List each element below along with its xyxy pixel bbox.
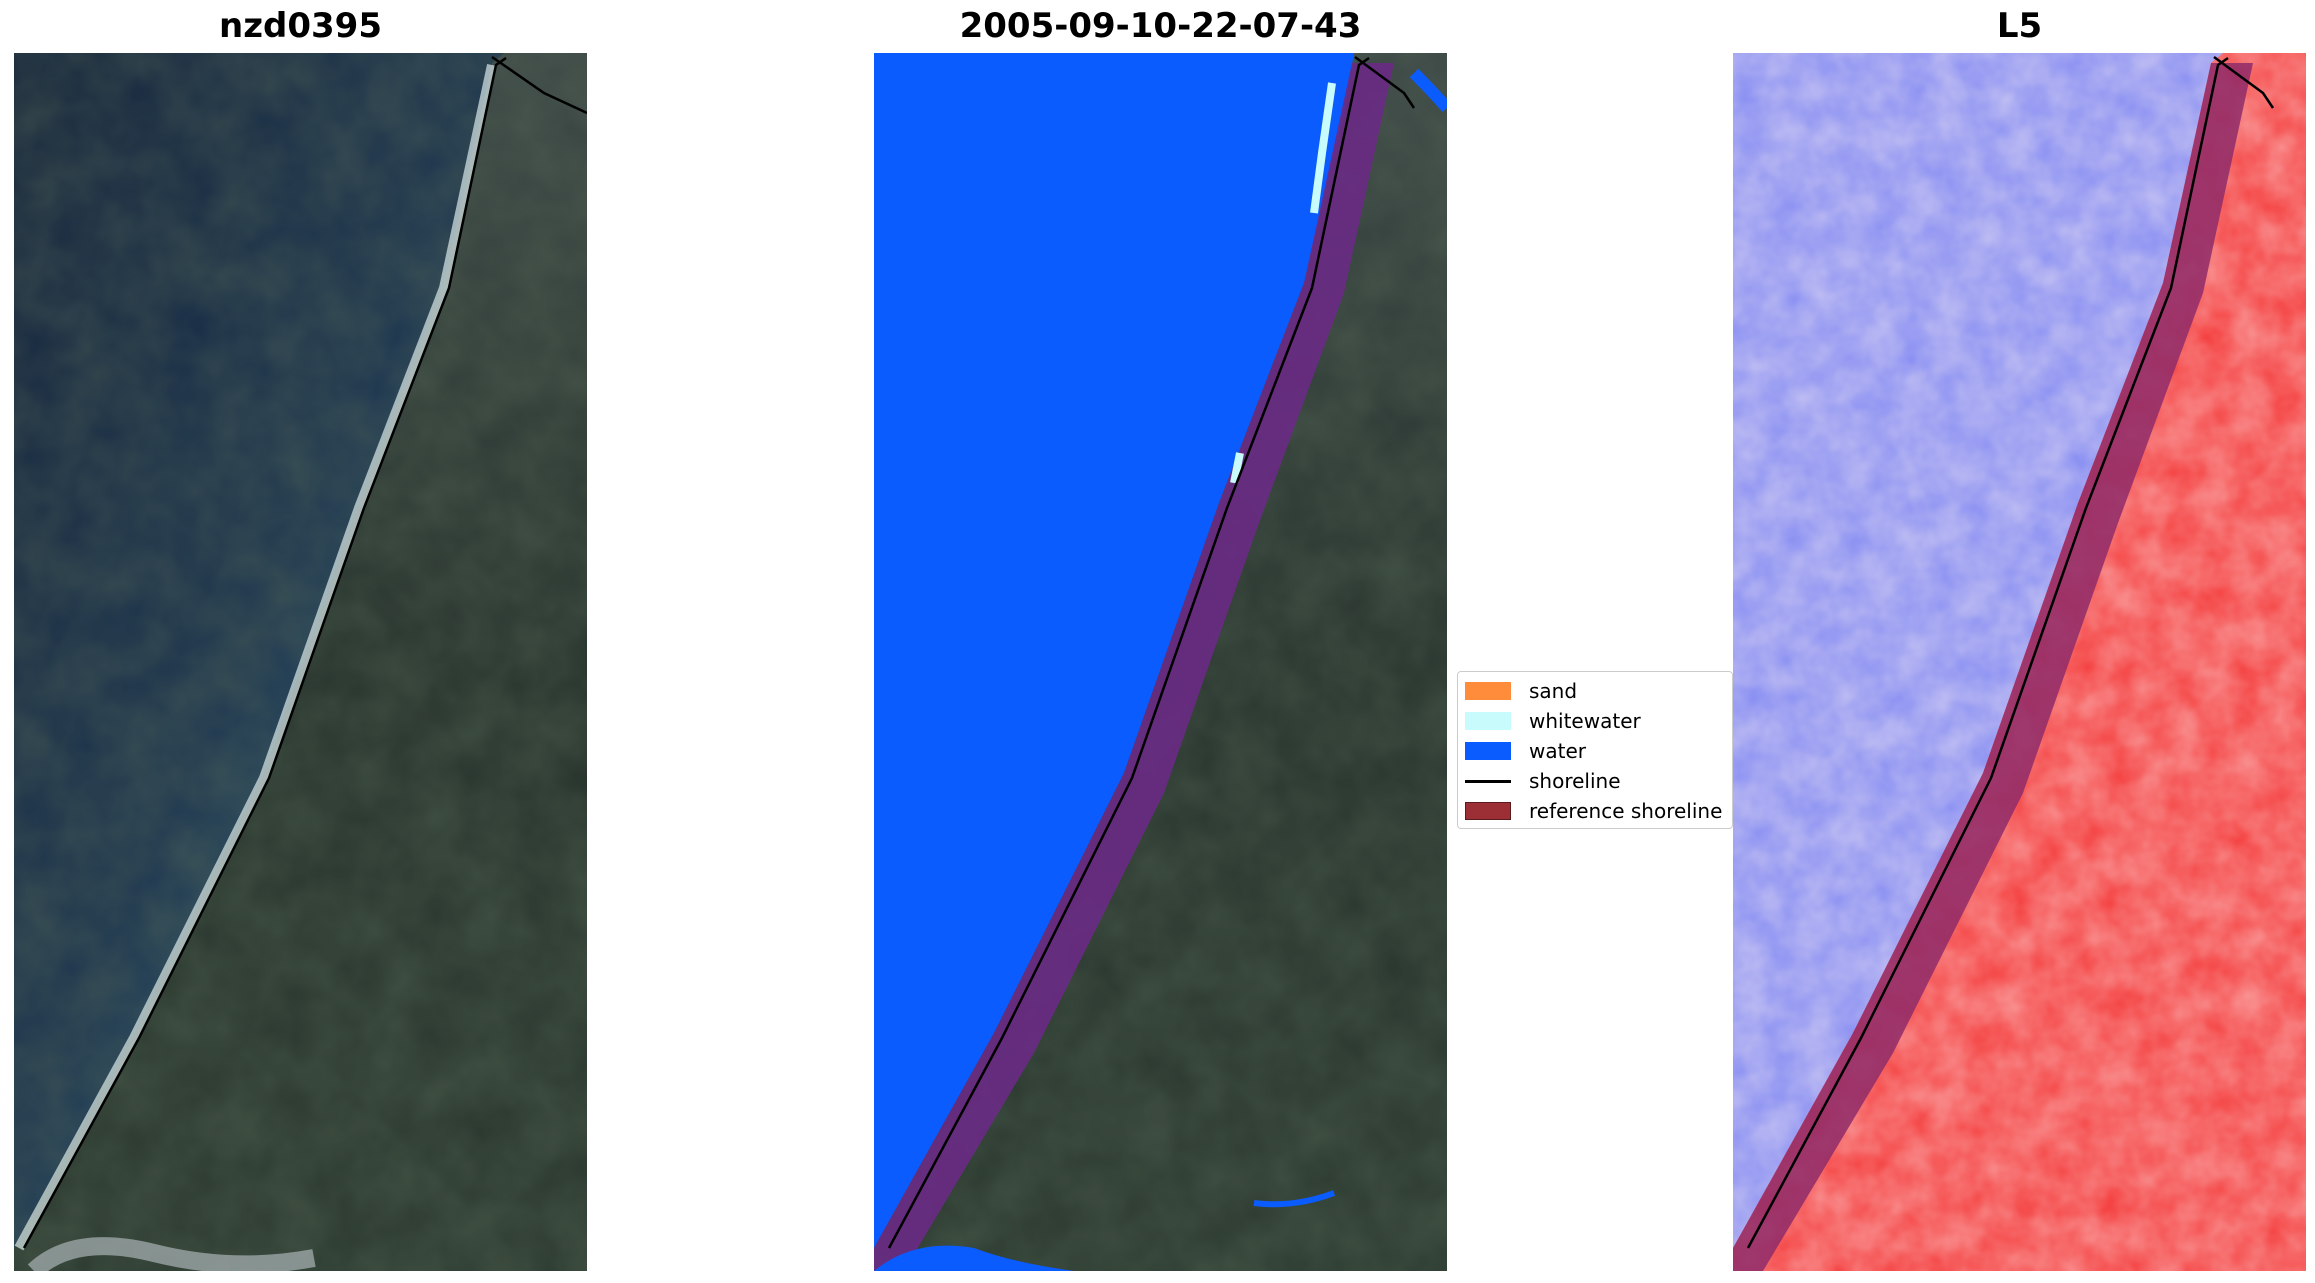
panel-title-index: L5 [1996,6,2043,46]
legend-label: whitewater [1529,709,1641,733]
shoreline-line [1746,56,2229,1249]
rgb-satellite-image [14,53,587,1271]
shoreline-line [887,56,1370,1249]
shoreline-line [22,56,507,1249]
reference-shoreline-band [1733,63,2253,1271]
water-swatch [1465,742,1511,760]
legend-label: reference shoreline [1529,799,1723,823]
water-mask [874,53,1354,1248]
reference-shoreline-swatch [1465,802,1511,820]
legend-item-shoreline: shoreline [1465,768,1621,794]
reference-shoreline-band [874,63,1394,1271]
shoreline-swatch [1465,779,1511,783]
legend-item-reference-shoreline: reference shoreline [1465,798,1722,824]
index-image [1733,53,2306,1271]
legend-item-water: water [1465,738,1586,764]
classified-image [874,53,1447,1271]
legend-label: water [1529,739,1586,763]
whitewater-swatch [1465,712,1511,730]
legend-item-sand: sand [1465,678,1577,704]
sand-swatch [1465,682,1511,700]
panel-title-classified: 2005-09-10-22-07-43 [959,6,1362,46]
legend-label: shoreline [1529,769,1621,793]
legend: sand whitewater water shoreline referenc… [1457,671,1733,829]
legend-item-whitewater: whitewater [1465,708,1641,734]
legend-label: sand [1529,679,1578,703]
panel-title-rgb: nzd0395 [219,6,382,46]
